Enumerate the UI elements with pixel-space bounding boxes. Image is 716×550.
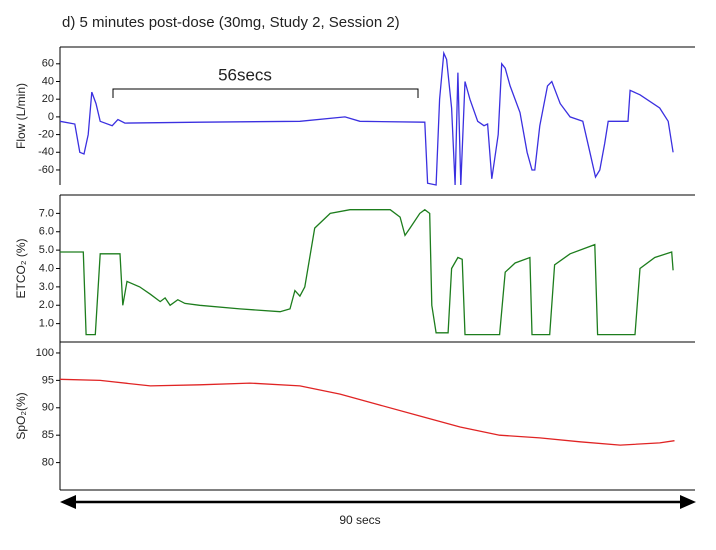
y-tick-label: 100 — [36, 347, 54, 359]
y-tick-label: 0 — [48, 111, 54, 123]
y-tick-label: 40 — [42, 75, 54, 87]
y-tick-label: 6.0 — [39, 226, 54, 238]
y-tick-label: 7.0 — [39, 207, 54, 219]
arrow-head — [60, 495, 76, 509]
y-tick-label: -60 — [38, 164, 54, 176]
arrow-head — [680, 495, 696, 509]
y-axis-label: SpO₂(%) — [14, 392, 28, 439]
y-tick-label: 5.0 — [39, 244, 54, 256]
chart-title: d) 5 minutes post-dose (30mg, Study 2, S… — [62, 14, 400, 31]
y-tick-label: 2.0 — [39, 299, 54, 311]
y-tick-label: 95 — [42, 374, 54, 386]
y-tick-label: 1.0 — [39, 318, 54, 330]
x-axis-label: 90 secs — [339, 513, 380, 527]
span-bracket — [112, 88, 419, 98]
annotation: 56secs — [218, 65, 272, 84]
y-tick-label: 80 — [42, 456, 54, 468]
data-line — [59, 378, 675, 446]
y-tick-label: -40 — [38, 146, 54, 158]
y-axis-label: Flow (L/min) — [14, 83, 28, 149]
y-axis-label: ETCO₂ (%) — [14, 239, 28, 299]
data-line — [60, 208, 674, 336]
y-tick-label: 20 — [42, 93, 54, 105]
y-tick-label: -20 — [38, 128, 54, 140]
y-tick-label: 90 — [42, 402, 54, 414]
y-tick-label: 3.0 — [39, 281, 54, 293]
y-tick-label: 60 — [42, 58, 54, 70]
y-tick-label: 85 — [42, 429, 54, 441]
y-tick-label: 4.0 — [39, 262, 54, 274]
data-line — [59, 50, 674, 186]
